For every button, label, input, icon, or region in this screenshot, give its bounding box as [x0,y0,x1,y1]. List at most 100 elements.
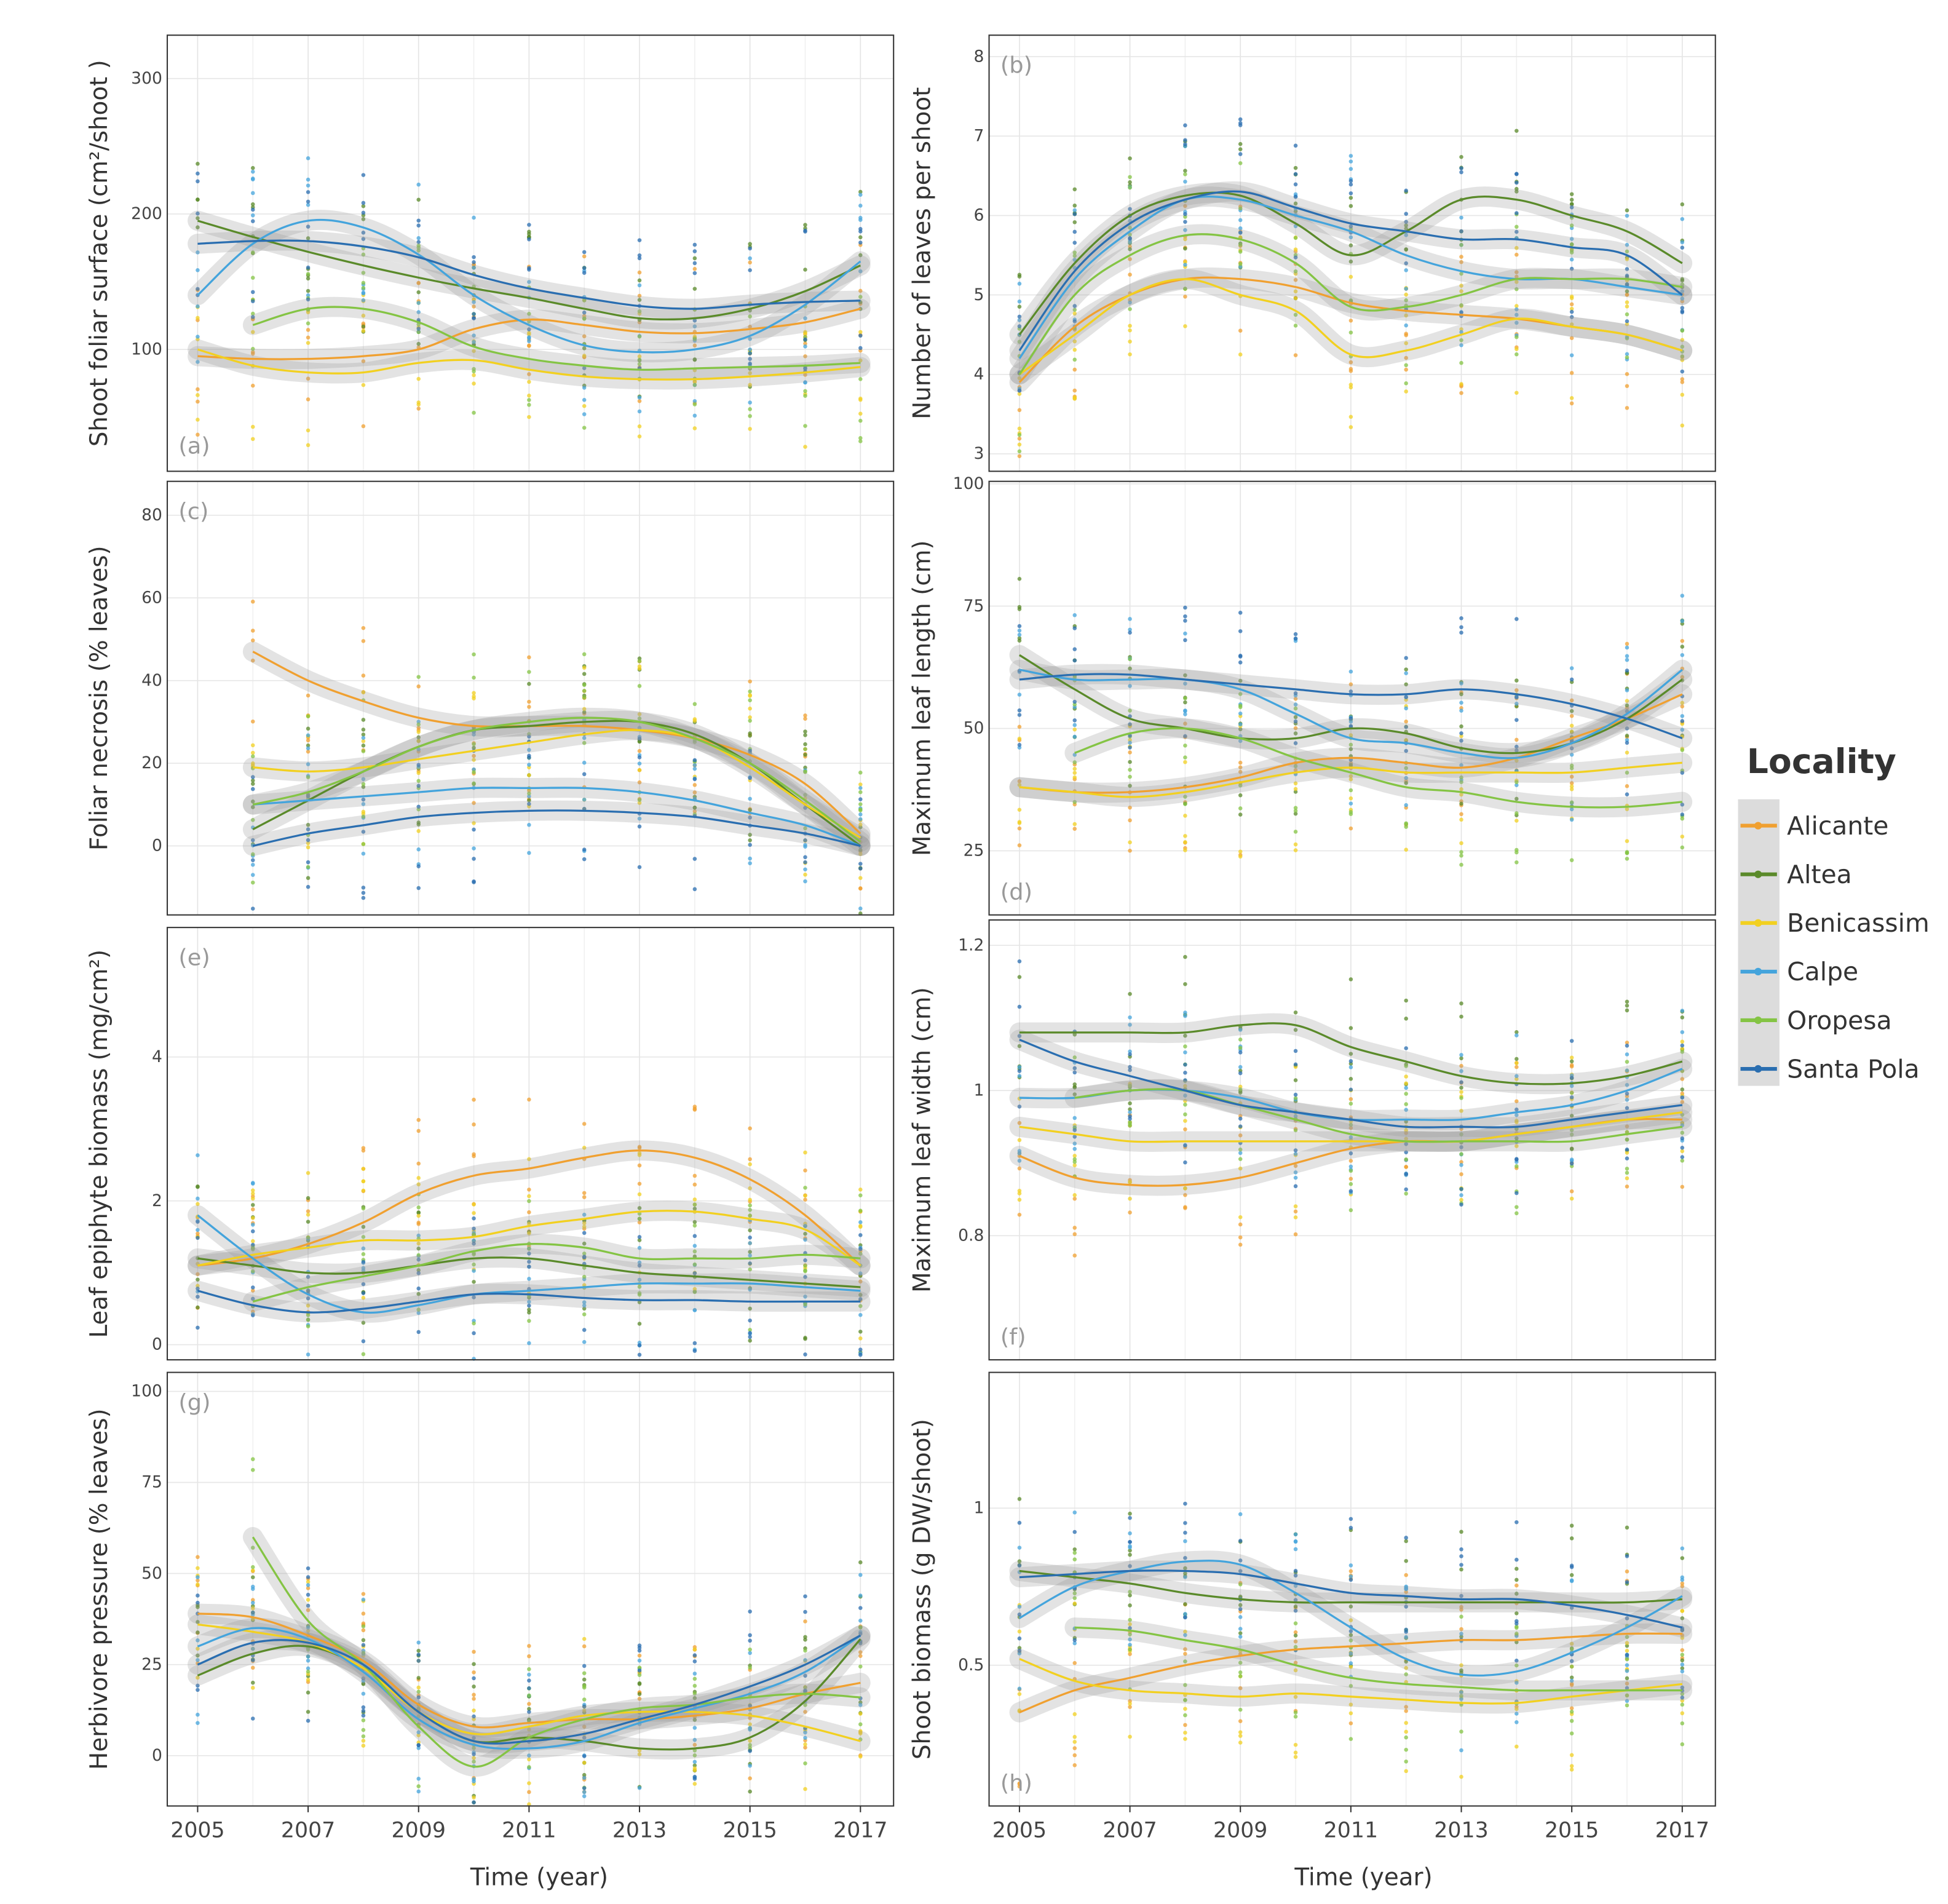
data-point [637,270,642,275]
data-point [306,714,311,719]
data-point [582,688,587,693]
data-point [416,1253,421,1258]
data-point [582,707,587,712]
data-point [306,1690,311,1695]
data-point [1128,722,1132,726]
data-point [1293,194,1298,199]
data-point [1017,299,1022,304]
data-point [748,1318,752,1323]
data-point [1569,1710,1574,1714]
data-point [1128,1626,1132,1630]
data-point [1569,787,1574,791]
data-point [1128,760,1132,764]
series-line-santa-pola [197,239,861,310]
data-point [637,798,642,802]
data-point [1514,352,1519,357]
data-point [1183,1571,1187,1576]
data-point [1128,1622,1132,1627]
plot-background [167,481,894,915]
data-point [1238,1707,1243,1712]
data-point [1569,1659,1574,1664]
data-point [1514,229,1519,234]
data-point [1128,1531,1132,1536]
data-point [1569,309,1574,314]
data-point [416,684,421,689]
data-point [1514,1077,1519,1081]
data-point [1238,1674,1243,1678]
data-point [1238,1084,1243,1089]
data-point [748,1328,752,1332]
data-point [858,808,863,813]
data-point [1183,814,1187,818]
data-point [1072,1066,1077,1071]
data-point [1625,839,1629,843]
data-point [858,1279,863,1284]
data-point [1348,319,1353,323]
data-point [1017,1044,1022,1049]
data-point [1680,202,1685,207]
data-point [250,290,255,295]
data-point [858,1755,863,1759]
data-point [1459,1614,1463,1619]
data-point [858,269,863,274]
data-point [1625,750,1629,755]
data-point [582,1724,587,1729]
data-point [1569,257,1574,262]
data-point [250,1680,255,1685]
data-point [1404,1141,1408,1146]
data-point [582,310,587,315]
data-point [1293,848,1298,852]
data-point [1459,1096,1463,1100]
data-point [1072,1141,1077,1146]
series-line-benicassim [253,729,861,839]
data-point [1514,1566,1519,1571]
legend-item-label: Alicante [1787,811,1888,841]
data-point [803,445,807,449]
data-point [472,1232,476,1237]
data-point [1680,1636,1685,1640]
data-point [858,1193,863,1197]
data-point [1404,1747,1408,1752]
data-point [1183,1160,1187,1165]
data-point [1183,1713,1187,1718]
x-axis-title-left: Time (year) [470,1863,608,1891]
data-point [1404,847,1408,852]
data-point [582,1221,587,1226]
data-point [582,672,587,676]
data-point [1680,306,1685,310]
data-point [1514,320,1519,325]
data-point [306,177,311,182]
data-point [1680,719,1685,723]
data-point [1514,718,1519,722]
data-point [858,1593,863,1598]
data-point [250,1188,255,1192]
data-point [1348,774,1353,779]
data-point [1680,835,1685,839]
data-point [637,1697,642,1701]
data-point [1238,783,1243,788]
panel-tag: (f) [1000,1324,1026,1351]
series-line-santa-pola [1019,673,1683,739]
data-point [1072,1092,1077,1097]
data-point [858,1632,863,1636]
data-point [1459,692,1463,697]
data-point [1459,775,1463,780]
data-point [1183,954,1187,959]
data-point [858,377,863,381]
data-point [1238,854,1243,859]
data-point [1459,1090,1463,1094]
y-tick-label: 0.8 [958,1226,984,1245]
data-point [803,344,807,349]
data-point [1128,1548,1132,1553]
data-point [1183,1629,1187,1634]
data-point [1072,699,1077,704]
data-point [1183,123,1187,128]
series-line-benicassim [197,1210,861,1267]
data-point [1514,186,1519,191]
data-point [196,1228,200,1232]
data-point [527,1672,531,1677]
data-point [692,242,697,247]
data-point [692,1271,697,1275]
data-point [1569,1090,1574,1095]
data-point [582,1664,587,1668]
